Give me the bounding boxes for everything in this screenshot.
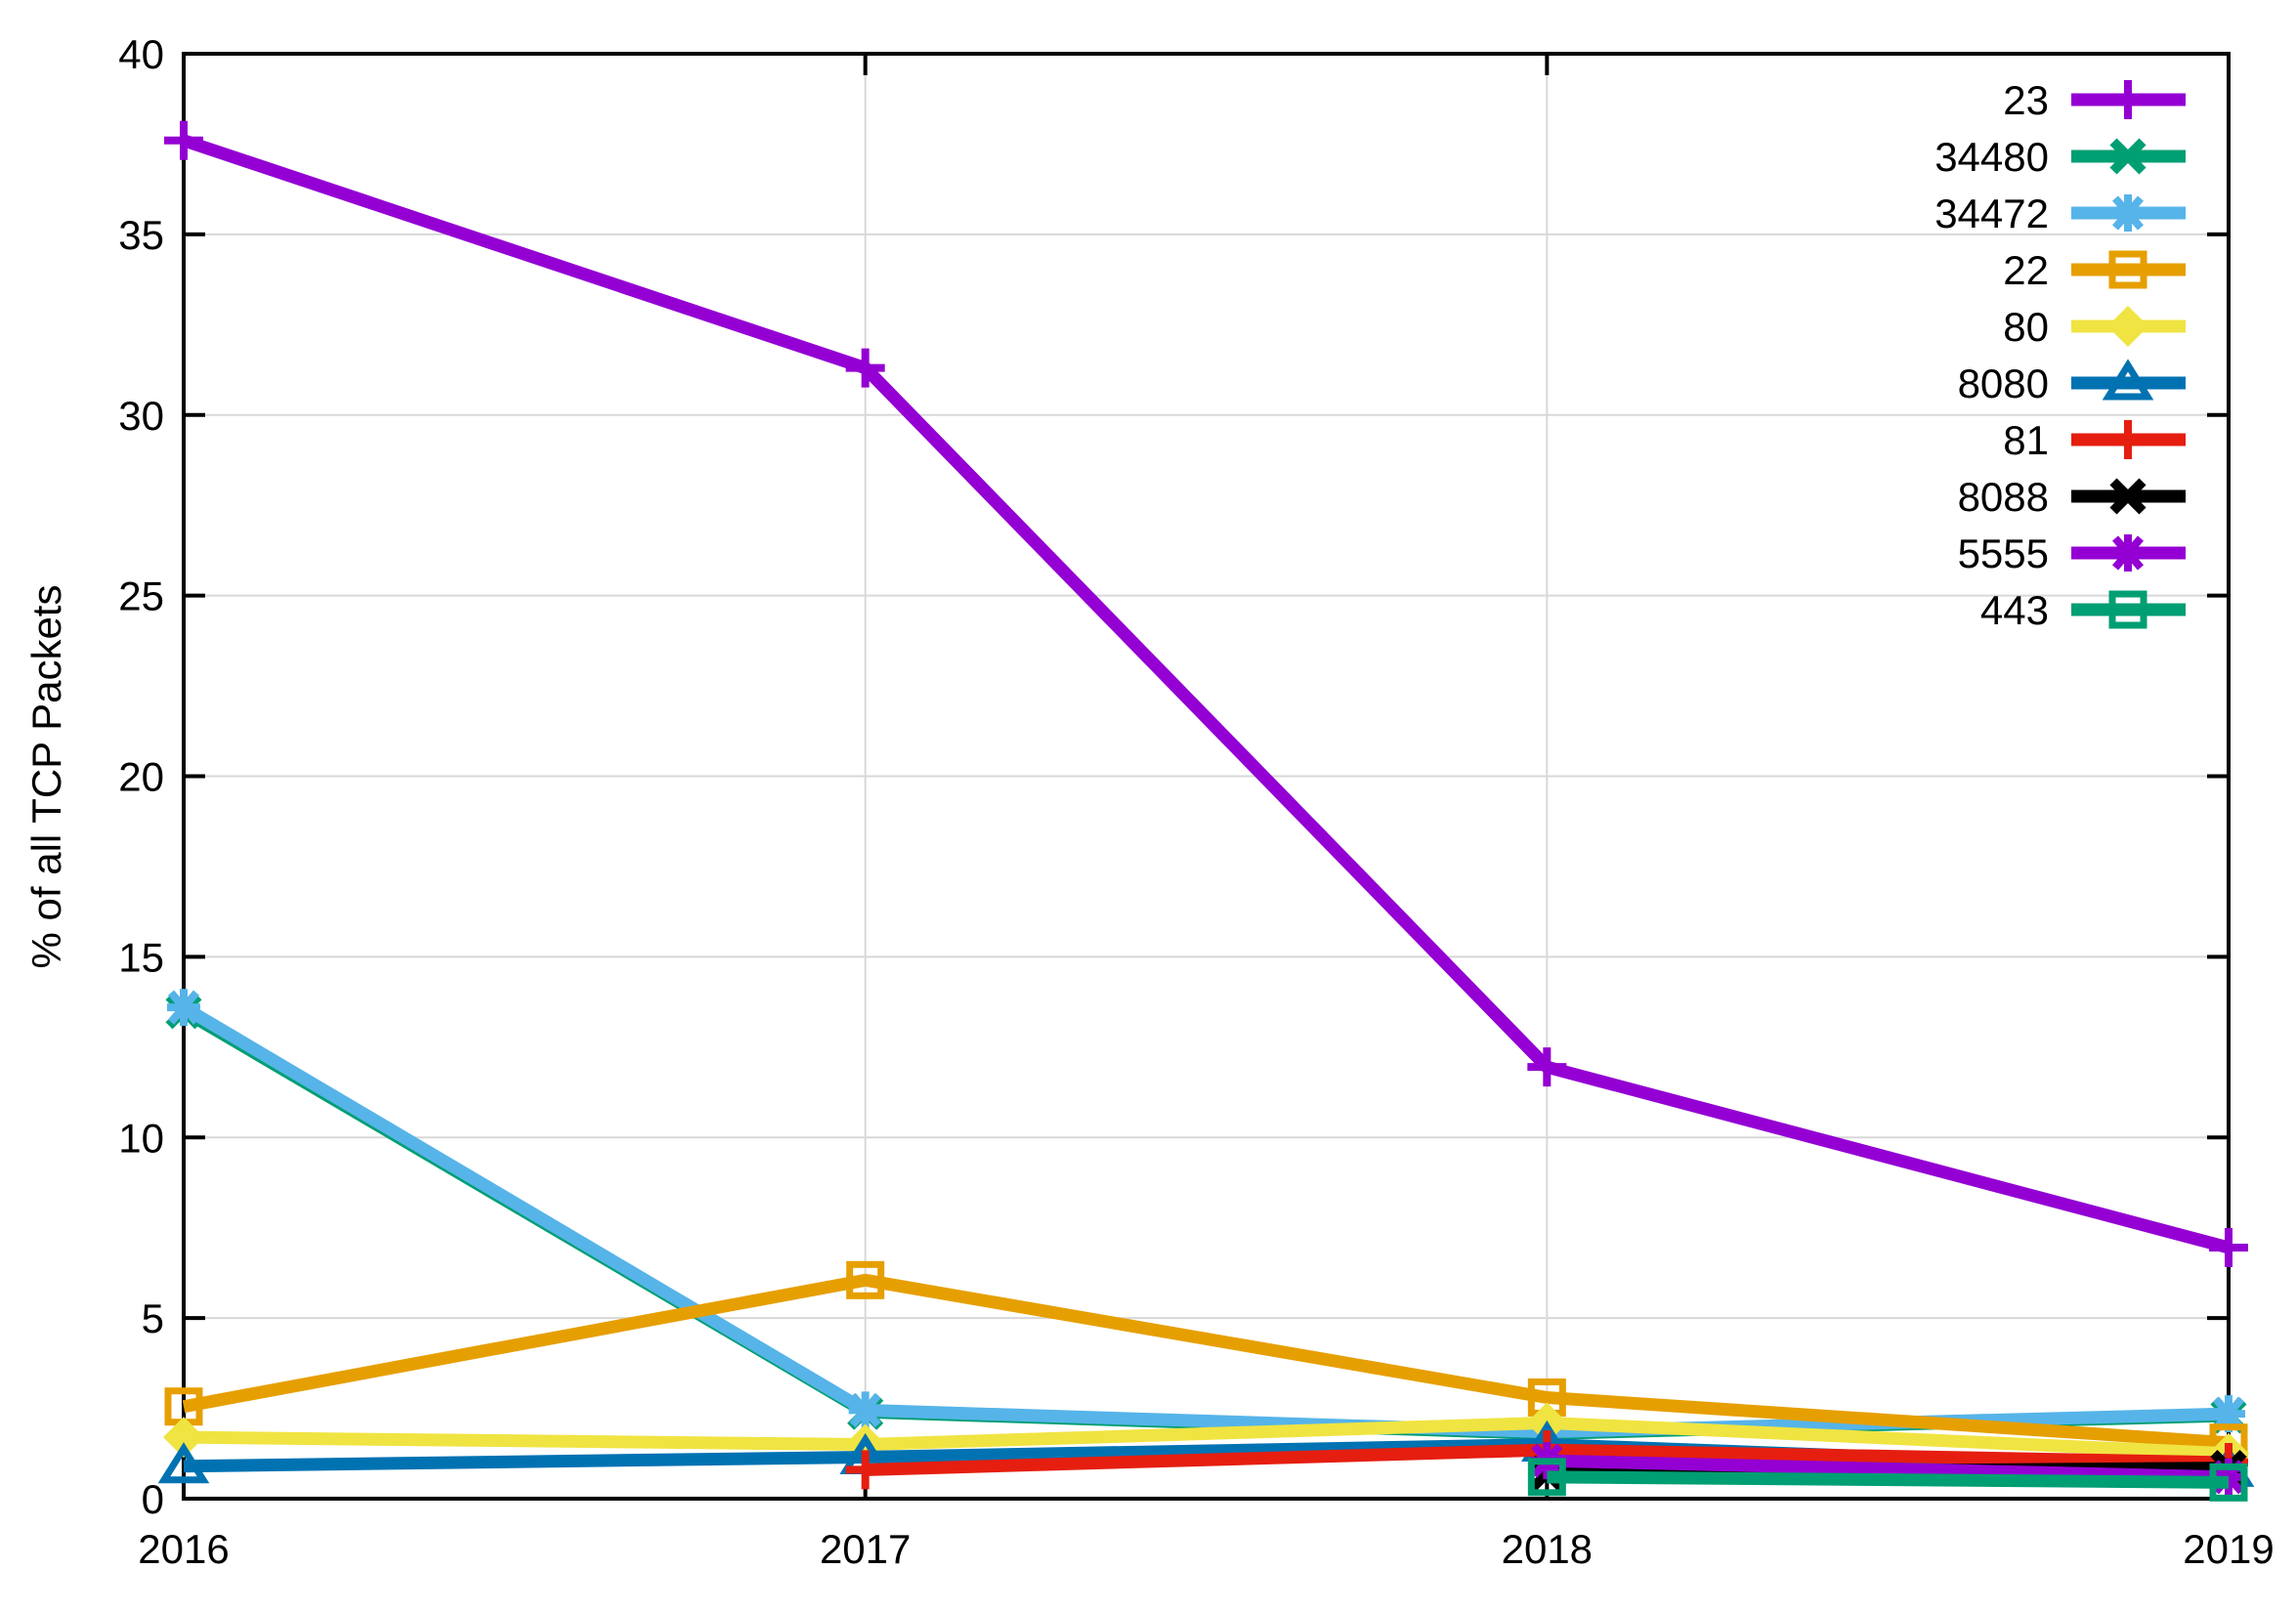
series-line-80 <box>183 1416 2230 1461</box>
legend-entry-80: 80 <box>2003 304 2186 350</box>
x-tick-label-2018: 2018 <box>1502 1526 1593 1572</box>
legend-sample-marker-8080 <box>2102 359 2154 401</box>
legend-entry-443: 443 <box>1980 587 2186 633</box>
legend-sample-marker-443 <box>2108 590 2147 629</box>
legend-entry-8088: 8088 <box>1958 474 2186 520</box>
marker-34472-2017 <box>848 1391 882 1429</box>
y-tick-label-25: 25 <box>118 573 164 619</box>
legend-label-34480: 34480 <box>1935 134 2049 180</box>
series-line-443 <box>1547 1470 2230 1489</box>
legend-label-23: 23 <box>2003 77 2049 123</box>
legend-sample-marker-22 <box>2108 250 2147 289</box>
y-tick-label-40: 40 <box>118 31 164 77</box>
series-34472 <box>167 989 2245 1451</box>
series-23 <box>164 120 2248 1268</box>
marker-443-2018 <box>1527 1458 1566 1497</box>
legend-sample-marker-23 <box>2108 80 2147 119</box>
y-tick-label-10: 10 <box>118 1115 164 1161</box>
legend-entry-8080: 8080 <box>1958 359 2186 406</box>
marker-81-2017 <box>845 1450 885 1490</box>
series-443 <box>1527 1458 2248 1502</box>
legend-label-8080: 8080 <box>1958 361 2049 406</box>
series-line-34472 <box>180 1001 2230 1439</box>
y-tick-label-0: 0 <box>142 1476 164 1522</box>
series-line-5555 <box>1547 1454 2230 1484</box>
marker-443-2019 <box>2209 1463 2248 1502</box>
legend-label-22: 22 <box>2003 247 2049 293</box>
legend-sample-marker-5555 <box>2111 534 2145 572</box>
series-line-23 <box>181 134 2231 1254</box>
marker-23-2017 <box>845 348 885 388</box>
legend-label-34472: 34472 <box>1935 191 2049 236</box>
y-tick-label-30: 30 <box>118 393 164 439</box>
y-tick-label-20: 20 <box>118 754 164 800</box>
legend-sample-marker-80 <box>2107 306 2148 347</box>
marker-23-2018 <box>1527 1047 1567 1087</box>
marker-34472-2016 <box>167 989 200 1027</box>
legend-entry-23: 23 <box>2003 77 2186 123</box>
legend-label-80: 80 <box>2003 304 2049 350</box>
legend-entry-34472: 34472 <box>1935 191 2186 236</box>
legend-label-8088: 8088 <box>1958 474 2049 520</box>
x-tick-label-2017: 2017 <box>820 1526 911 1572</box>
y-tick-label-35: 35 <box>118 212 164 258</box>
legend-label-5555: 5555 <box>1958 530 2049 576</box>
x-tick-label-2019: 2019 <box>2183 1526 2274 1572</box>
series-line-34480 <box>180 1005 2230 1440</box>
grid-layer <box>184 54 2229 1499</box>
series-line-22 <box>182 1273 2230 1450</box>
legend-label-81: 81 <box>2003 417 2049 463</box>
y-tick-label-15: 15 <box>118 934 164 980</box>
legend-sample-marker-81 <box>2108 420 2147 459</box>
legend-label-443: 443 <box>1980 587 2049 633</box>
x-tick-label-2016: 2016 <box>138 1526 229 1572</box>
legend-entry-81: 81 <box>2003 417 2186 463</box>
marker-23-2019 <box>2209 1228 2248 1268</box>
y-tick-label-5: 5 <box>142 1295 164 1341</box>
series-34480 <box>165 993 2247 1452</box>
legend-entry-5555: 5555 <box>1958 530 2186 576</box>
legend-sample-marker-8088 <box>2109 478 2147 515</box>
axes-layer <box>182 52 2231 1501</box>
marker-22-2017 <box>846 1260 885 1299</box>
legend-entry-34480: 34480 <box>1935 134 2186 180</box>
y-axis-title: % of all TCP Packets <box>23 585 69 969</box>
marker-80-2016 <box>163 1417 204 1459</box>
axis-labels-layer: 0 5 10 15 20 25 30 35 40 2016 2017 2018 2019 <box>118 31 2274 1572</box>
marker-23-2016 <box>164 120 203 160</box>
series-layer <box>157 120 2255 1502</box>
legend-sample-marker-34472 <box>2111 194 2145 232</box>
marker-8080-2016 <box>157 1442 210 1484</box>
legend-sample-marker-34480 <box>2109 138 2147 175</box>
legend-entry-22: 22 <box>2003 247 2186 293</box>
